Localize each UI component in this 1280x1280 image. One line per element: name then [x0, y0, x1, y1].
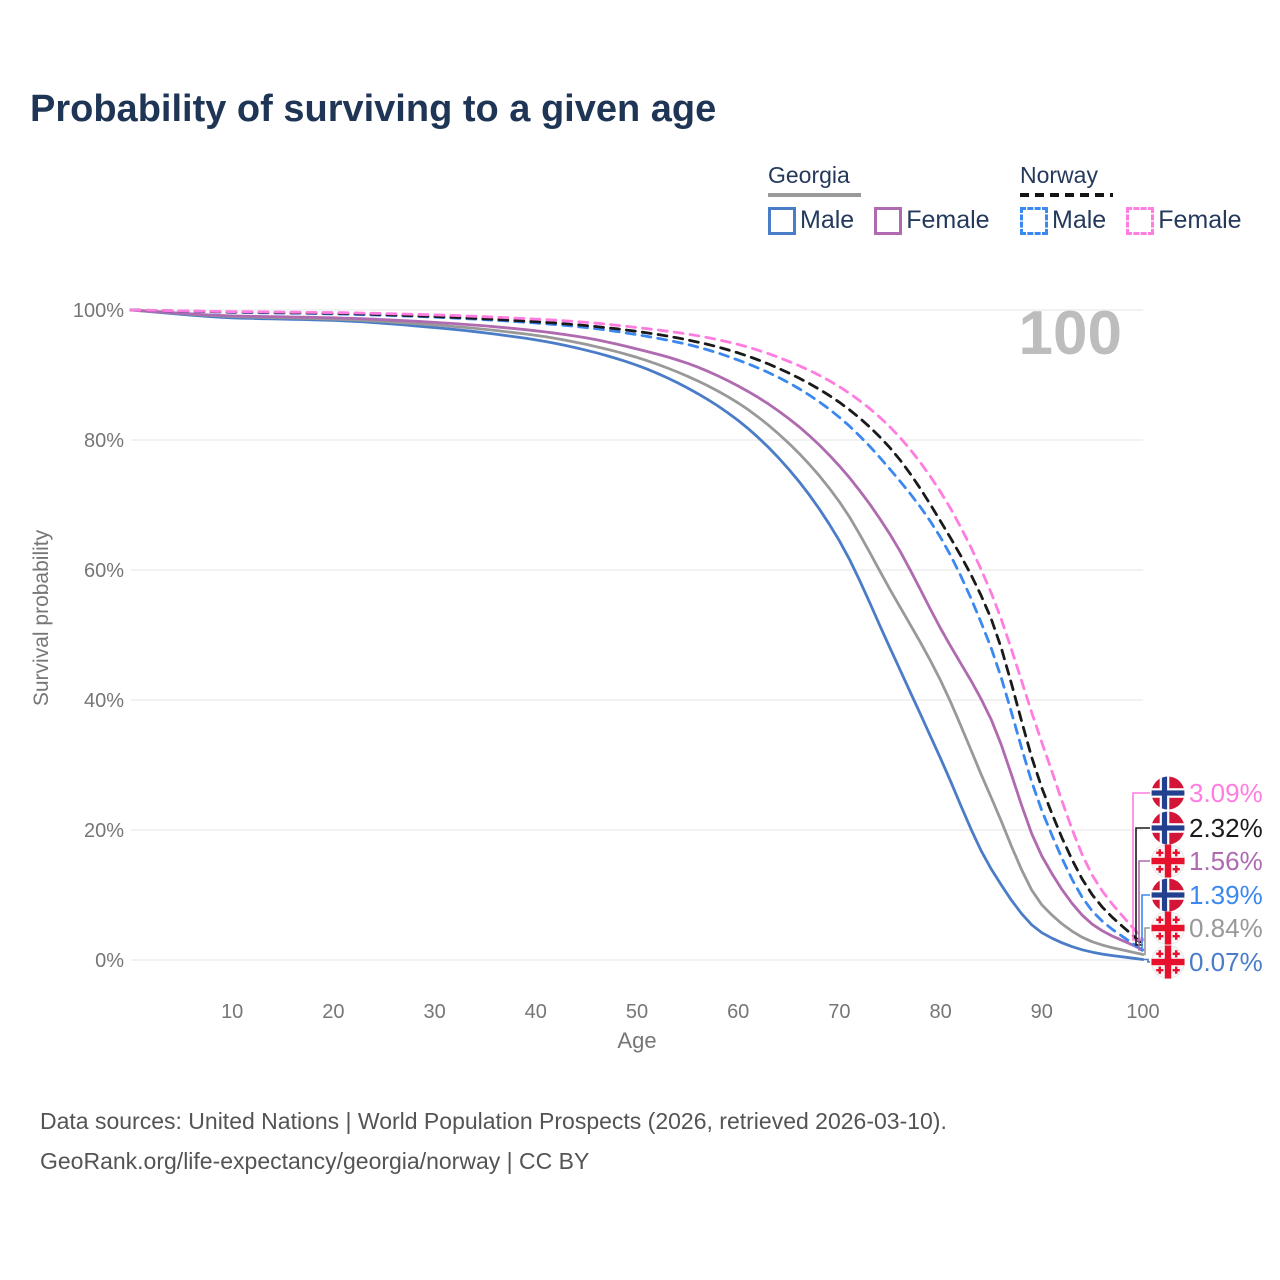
y-tick-label: 60%: [84, 560, 124, 582]
georgia-flag-cross: [1151, 924, 1185, 932]
end-label-connector: [1143, 958, 1150, 963]
georgia-flag-minicross: [1172, 952, 1180, 955]
chart-title: Probability of surviving to a given age: [30, 88, 717, 130]
y-tick-label: 0%: [95, 950, 124, 972]
y-tick-label: 80%: [84, 430, 124, 452]
x-tick-label: 90: [1031, 1001, 1053, 1023]
georgia-flag-minicross: [1172, 969, 1180, 972]
legend-item-georgia-male[interactable]: Male: [768, 206, 854, 235]
end-label-connector: [1138, 860, 1150, 951]
georgia-flag-cross: [1151, 857, 1185, 865]
y-tick-label: 20%: [84, 820, 124, 842]
legend-underline-norway: [1020, 193, 1113, 197]
footer-attribution[interactable]: GeoRank.org/life-expectancy/georgia/norw…: [40, 1148, 590, 1174]
x-tick-label: 50: [626, 1001, 648, 1023]
legend-swatch-norway-male-icon: [1020, 206, 1048, 235]
y-axis-title: Survival probability: [30, 529, 53, 706]
end-value-label-norway-male: 1.39%: [1189, 880, 1263, 910]
legend-label-georgia-female: Female: [906, 206, 990, 234]
georgia-flag-minicross: [1156, 935, 1164, 938]
legend-swatch-georgia-female-icon: [874, 206, 903, 235]
end-label-connector: [1132, 792, 1150, 941]
georgia-flag-minicross: [1172, 851, 1180, 854]
norway-flag-cross: [1151, 790, 1185, 796]
georgia-flag-minicross: [1156, 969, 1164, 972]
end-label-connector: [1143, 927, 1150, 956]
series-line-georgia[interactable]: [129, 308, 1145, 956]
georgia-flag-minicross: [1156, 868, 1164, 871]
series-line-georgia-male[interactable]: [129, 308, 1145, 961]
end-value-label-georgia-female: 1.56%: [1189, 846, 1263, 876]
y-tick-label: 100%: [73, 300, 124, 322]
legend-label-norway-female: Female: [1158, 206, 1242, 234]
legend-item-norway-female[interactable]: Female: [1126, 206, 1242, 235]
end-value-label-georgia-male: 0.07%: [1189, 947, 1263, 977]
legend-swatch-norway-female-icon: [1126, 206, 1155, 235]
legend-underline-georgia: [768, 193, 861, 197]
legend-label-norway-male: Male: [1052, 206, 1107, 234]
legend-country-georgia[interactable]: Georgia: [768, 162, 850, 188]
legend-item-georgia-female[interactable]: Female: [874, 206, 990, 235]
x-tick-label: 40: [525, 1001, 547, 1023]
legend-group-norway: Norway Male Female: [1020, 162, 1262, 235]
georgia-flag-minicross: [1156, 918, 1164, 921]
x-tick-label: 100: [1126, 1001, 1159, 1023]
legend-group-georgia: Georgia Male Female: [768, 162, 1010, 235]
x-tick-label: 20: [322, 1001, 344, 1023]
series-line-norway[interactable]: [129, 308, 1145, 947]
georgia-flag-minicross: [1156, 952, 1164, 955]
end-value-label-norway: 2.32%: [1189, 813, 1263, 843]
y-tick-label: 40%: [84, 690, 124, 712]
norway-flag-cross: [1151, 825, 1185, 831]
series-line-norway-female[interactable]: [129, 308, 1145, 942]
end-value-label-norway-female: 3.09%: [1189, 778, 1263, 808]
x-tick-label: 80: [929, 1001, 951, 1023]
x-tick-label: 30: [423, 1001, 445, 1023]
legend-label-georgia-male: Male: [800, 206, 855, 234]
georgia-flag-cross: [1151, 958, 1185, 966]
end-label-connector: [1141, 894, 1150, 952]
norway-flag-cross: [1151, 892, 1185, 898]
end-value-label-georgia: 0.84%: [1189, 913, 1263, 943]
legend-country-norway[interactable]: Norway: [1020, 162, 1098, 188]
georgia-flag-minicross: [1172, 935, 1180, 938]
x-axis-title: Age: [617, 1028, 656, 1053]
georgia-flag-minicross: [1156, 851, 1164, 854]
x-tick-label: 60: [727, 1001, 749, 1023]
series-line-norway-male[interactable]: [129, 308, 1145, 953]
x-tick-label: 70: [828, 1001, 850, 1023]
x-tick-label: 10: [221, 1001, 243, 1023]
footer-data-sources: Data sources: United Nations | World Pop…: [40, 1108, 947, 1134]
legend-swatch-georgia-male-icon: [768, 206, 796, 235]
georgia-flag-minicross: [1172, 918, 1180, 921]
georgia-flag-minicross: [1172, 868, 1180, 871]
series-line-georgia-female[interactable]: [129, 308, 1145, 952]
legend-item-norway-male[interactable]: Male: [1020, 206, 1106, 235]
